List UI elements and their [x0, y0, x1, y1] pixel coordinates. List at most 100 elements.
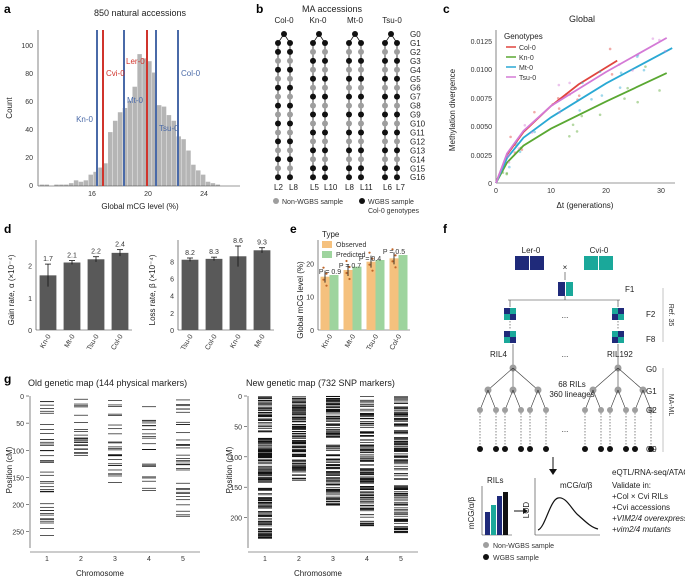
bottom-label: L7 — [396, 183, 405, 192]
node — [322, 174, 328, 181]
fit-line — [495, 72, 668, 184]
node — [394, 147, 400, 154]
edge — [592, 367, 619, 391]
edge — [512, 389, 522, 411]
node — [275, 57, 281, 64]
node — [275, 111, 281, 118]
bar — [205, 258, 223, 330]
category-label: Tsu-0 — [86, 333, 101, 351]
validate: Validate in: — [612, 481, 651, 490]
node — [346, 156, 352, 163]
value-label: 2.2 — [91, 249, 101, 256]
legend-title: Type — [322, 230, 340, 239]
tick: 24 — [200, 191, 208, 198]
hist-bar — [181, 139, 186, 186]
hist-bar — [98, 167, 103, 186]
node — [394, 84, 400, 91]
gen-label: G8 — [410, 102, 421, 111]
tick: 150 — [12, 475, 24, 482]
node — [346, 165, 352, 172]
data-point — [505, 172, 509, 176]
category-label: Tsu-0 — [180, 333, 195, 351]
node — [382, 129, 388, 136]
category-label: Kn-0 — [39, 333, 53, 349]
node — [287, 138, 293, 145]
gen-label: G4 — [410, 66, 421, 75]
data-point — [635, 55, 639, 58]
node — [275, 129, 281, 136]
panel-g-xlabel-right: Chromosome — [294, 569, 343, 578]
bottom-label: L6 — [383, 183, 392, 192]
node — [322, 75, 328, 82]
panel-e-legend: Type Observed Predicted — [322, 230, 366, 259]
tick: 20 — [602, 188, 610, 195]
hist-bar — [39, 184, 45, 186]
tick: 30 — [657, 188, 665, 195]
hist-bar — [156, 105, 162, 186]
pval: P = 0.9 — [319, 269, 341, 276]
node-g2 — [502, 407, 508, 413]
node-g9 — [607, 446, 613, 452]
observed-bar — [320, 276, 330, 330]
node — [310, 93, 316, 100]
gen-label: G7 — [410, 93, 421, 102]
tick: 16 — [88, 191, 96, 198]
replicate-point — [325, 272, 328, 275]
hist-bar — [117, 112, 123, 186]
data-point — [571, 123, 575, 127]
label-ler0: Ler-0 — [126, 57, 145, 66]
chrom-label: 1 — [263, 556, 267, 563]
node — [382, 57, 388, 64]
node — [310, 129, 316, 136]
chrom-label: 2 — [297, 556, 301, 563]
node — [275, 156, 281, 163]
edge — [617, 389, 627, 411]
node — [346, 138, 352, 145]
node — [382, 156, 388, 163]
cross: × — [563, 263, 568, 272]
tick: 10 — [547, 188, 555, 195]
node — [322, 129, 328, 136]
node-g2 — [493, 407, 499, 413]
node — [382, 138, 388, 145]
tick: 0 — [310, 328, 314, 335]
node — [358, 138, 364, 145]
node — [322, 93, 328, 100]
bar — [39, 275, 57, 330]
data-point — [517, 147, 521, 150]
node — [346, 66, 352, 73]
chrom-label: 3 — [113, 556, 117, 563]
node — [346, 102, 352, 109]
hist-bar — [78, 181, 84, 186]
gen-label: G1 — [410, 39, 421, 48]
node — [322, 102, 328, 109]
replicate-point — [371, 257, 374, 260]
node — [322, 57, 328, 64]
panel-f-letter: f — [443, 222, 448, 236]
node — [275, 138, 281, 145]
edge — [537, 389, 547, 411]
node-g2 — [632, 407, 638, 413]
node — [322, 138, 328, 145]
edge — [479, 389, 489, 411]
hist-bar — [200, 174, 206, 186]
label-tsu0: Tsu-0 — [159, 124, 179, 133]
node — [394, 75, 400, 82]
node — [310, 66, 316, 73]
data-point — [631, 69, 634, 72]
legend-predicted: Predicted — [336, 252, 366, 259]
node — [394, 48, 400, 55]
node — [310, 156, 316, 163]
replicate-point — [368, 251, 371, 254]
line-kn0: Kn-0 — [310, 16, 327, 25]
data-point — [507, 153, 511, 157]
line-tsu0: Tsu-0 — [382, 16, 402, 25]
hist-bar — [210, 183, 216, 186]
g2: G2 — [646, 406, 657, 415]
tick: 6 — [170, 277, 174, 284]
panel-g-ylabel-right: Position (cM) — [225, 446, 234, 493]
legend-non-wgbs: Non-WGBS sample — [493, 543, 554, 550]
node — [310, 48, 316, 55]
